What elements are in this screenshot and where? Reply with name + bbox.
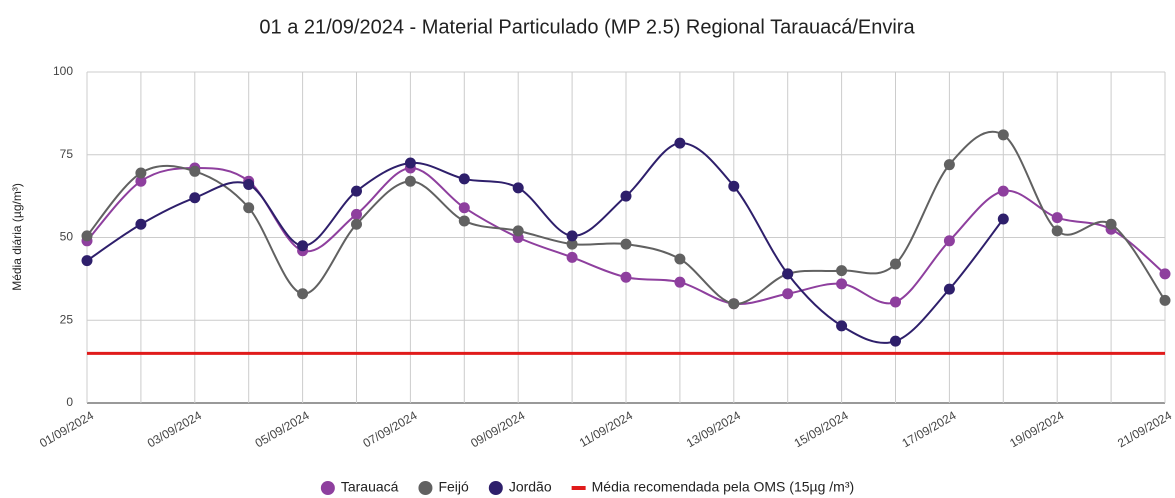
data-point bbox=[997, 213, 1009, 225]
legend-item: Média recomendada pela OMS (15µg /m³) bbox=[571, 479, 855, 495]
data-point bbox=[404, 157, 416, 169]
data-point bbox=[189, 165, 201, 177]
legend-item: Tarauacá bbox=[320, 479, 399, 495]
data-point bbox=[566, 238, 578, 250]
x-tick-label: 09/09/2024 bbox=[468, 408, 527, 450]
y-axis-label: Média diária (µg/m³) bbox=[10, 183, 24, 291]
x-tick-label: 11/09/2024 bbox=[577, 408, 636, 450]
data-point bbox=[135, 167, 147, 179]
x-tick-label: 05/09/2024 bbox=[253, 408, 312, 450]
data-point bbox=[189, 192, 201, 204]
data-point bbox=[674, 137, 686, 149]
data-point bbox=[297, 288, 309, 300]
data-point bbox=[1159, 268, 1171, 280]
data-point bbox=[243, 179, 255, 191]
data-point bbox=[458, 173, 470, 185]
x-tick-label: 19/09/2024 bbox=[1007, 408, 1066, 450]
data-point bbox=[512, 225, 524, 237]
x-tick-label: 13/09/2024 bbox=[684, 408, 743, 450]
data-point bbox=[1159, 294, 1171, 306]
data-point bbox=[890, 258, 901, 270]
legend-label: Jordão bbox=[509, 479, 552, 495]
data-point bbox=[458, 215, 470, 227]
data-point bbox=[890, 335, 901, 347]
chart-title: 01 a 21/09/2024 - Material Particulado (… bbox=[259, 16, 915, 38]
data-point bbox=[566, 251, 578, 263]
data-point bbox=[782, 268, 794, 280]
x-tick-label: 01/09/2024 bbox=[37, 408, 96, 450]
data-point bbox=[890, 296, 901, 308]
x-tick-label: 21/09/2024 bbox=[1115, 408, 1174, 450]
legend-item: Jordão bbox=[488, 479, 552, 495]
x-tick-label: 17/09/2024 bbox=[899, 408, 958, 450]
series-line bbox=[86, 142, 1005, 344]
x-tick-label: 15/09/2024 bbox=[792, 408, 851, 450]
legend-swatch bbox=[320, 481, 335, 495]
y-tick-label: 100 bbox=[53, 64, 73, 78]
data-point bbox=[566, 230, 578, 242]
legend-swatch bbox=[418, 481, 433, 495]
data-point bbox=[620, 238, 632, 250]
data-point bbox=[997, 129, 1009, 141]
data-point bbox=[81, 255, 93, 267]
data-point bbox=[135, 175, 147, 187]
data-point bbox=[351, 218, 362, 230]
data-point bbox=[243, 202, 255, 214]
data-point bbox=[1051, 212, 1063, 224]
y-tick-label: 75 bbox=[60, 147, 74, 161]
legend-label: Tarauacá bbox=[341, 479, 399, 495]
x-tick-label: 07/09/2024 bbox=[360, 408, 419, 450]
data-point bbox=[620, 190, 632, 202]
x-tick-label: 03/09/2024 bbox=[145, 408, 204, 450]
data-point bbox=[782, 288, 794, 300]
data-point bbox=[81, 230, 93, 242]
data-point bbox=[728, 298, 740, 310]
legend-swatch bbox=[488, 481, 503, 495]
data-point bbox=[135, 218, 147, 230]
data-point bbox=[943, 235, 955, 247]
data-point bbox=[404, 175, 416, 187]
data-point bbox=[836, 265, 848, 277]
y-tick-label: 0 bbox=[66, 395, 73, 409]
data-point bbox=[1051, 225, 1063, 237]
legend-item: Feijó bbox=[418, 479, 469, 495]
legend-label: Média recomendada pela OMS (15µg /m³) bbox=[592, 479, 855, 495]
data-point bbox=[674, 253, 686, 265]
data-point bbox=[836, 320, 848, 332]
data-point bbox=[836, 278, 848, 290]
legend-swatch bbox=[571, 486, 586, 490]
data-point bbox=[1105, 218, 1117, 230]
data-point bbox=[297, 240, 309, 252]
data-point bbox=[458, 202, 470, 214]
data-point bbox=[728, 180, 740, 192]
data-point bbox=[943, 283, 955, 295]
data-point bbox=[620, 271, 632, 283]
data-point bbox=[351, 208, 362, 220]
y-tick-label: 50 bbox=[60, 230, 74, 244]
data-point bbox=[512, 182, 524, 194]
data-point bbox=[674, 276, 686, 288]
legend-label: Feijó bbox=[438, 479, 469, 495]
data-point bbox=[351, 185, 362, 197]
data-point bbox=[943, 159, 955, 171]
y-tick-label: 25 bbox=[60, 312, 74, 326]
data-point bbox=[997, 185, 1009, 197]
